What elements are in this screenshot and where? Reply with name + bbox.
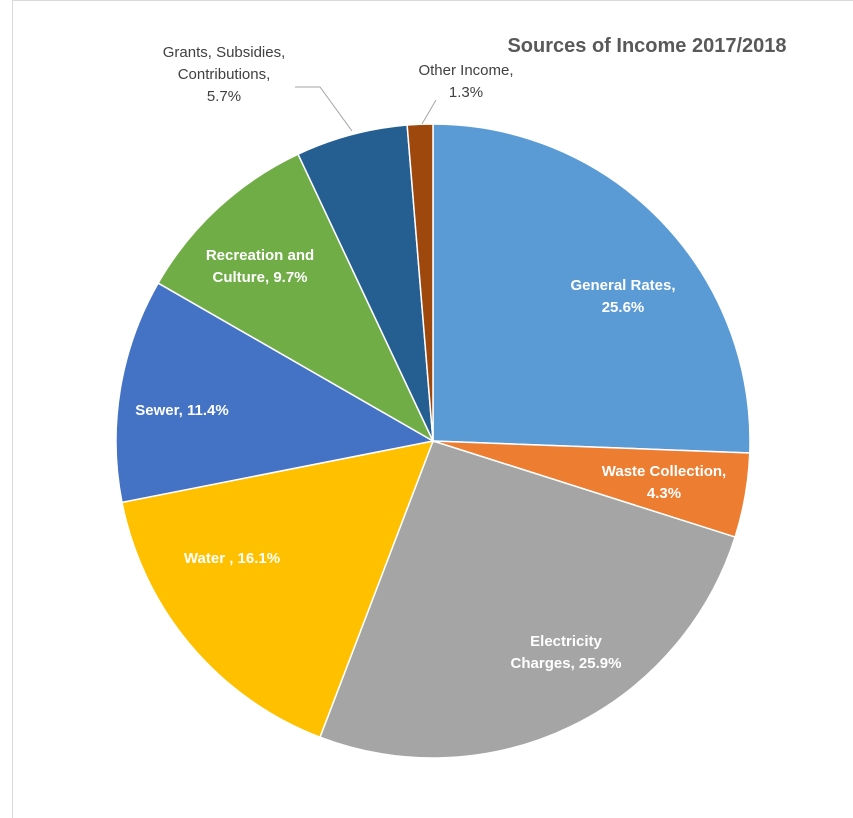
data-label-grants-subsidies-contributions: Grants, Subsidies, Contributions, 5.7% <box>163 44 286 105</box>
pie-slice-electricity-charges <box>319 440 737 759</box>
leader-line-grants-subsidies-contributions <box>295 86 353 132</box>
pie-slices <box>115 123 751 759</box>
leader-lines <box>295 86 437 132</box>
leader-line-other-income <box>421 99 437 125</box>
data-label-other-income: Other Income, 1.3% <box>418 62 513 101</box>
data-label-water: Water , 16.1% <box>184 550 280 567</box>
data-label-electricity-charges: Electricity Charges, 25.9% <box>511 633 622 672</box>
data-label-sewer: Sewer, 11.4% <box>135 402 228 419</box>
data-labels: General Rates, 25.6% Waste Collection, 4.3%… <box>135 44 726 672</box>
data-label-waste-collection: Waste Collection, 4.3% <box>602 463 726 502</box>
pie-slice-general-rates <box>432 123 751 454</box>
chart-title: Sources of Income 2017/2018 <box>507 35 786 57</box>
pie-slice-sewer <box>115 282 436 504</box>
data-label-general-rates: General Rates, 25.6% <box>570 277 675 316</box>
data-label-recreation-and-culture: Recreation and Culture, 9.7% <box>206 247 314 286</box>
pie-slice-water <box>121 440 435 739</box>
pie-slice-other-income <box>406 123 434 442</box>
pie-slice-recreation-and-culture <box>157 153 435 443</box>
